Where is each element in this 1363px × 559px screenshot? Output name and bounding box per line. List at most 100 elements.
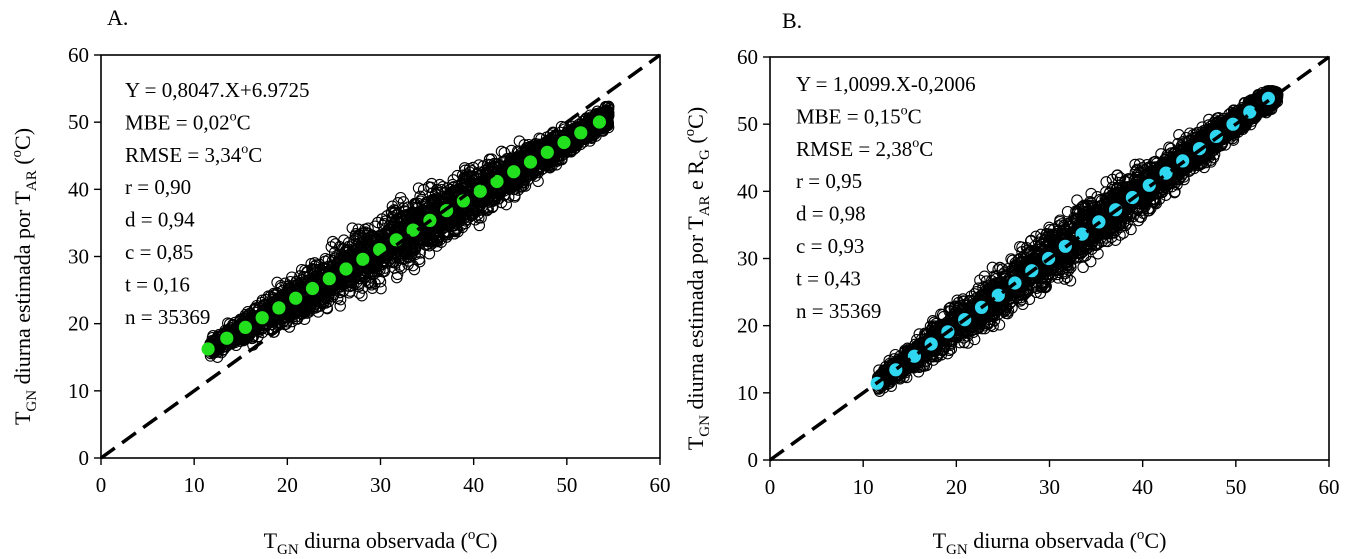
scatter-point	[395, 262, 408, 274]
scatter-point	[353, 287, 365, 299]
regression-point	[220, 331, 234, 345]
stats-line: Y = 0,8047.X+6.9725	[125, 78, 310, 102]
chart-panel-a: A. 0 10 20 30 40 50 60 0 10 20 30 40 50 60 TGN diurna o…	[0, 0, 680, 559]
y-tick-label: 40	[68, 177, 89, 201]
scatter-point	[328, 246, 341, 259]
stats-line: t = 0,16	[125, 272, 190, 296]
scatter-point	[470, 202, 483, 215]
scatter-point	[529, 170, 542, 182]
scatter-point	[312, 306, 324, 318]
stats-line: d = 0,94	[125, 208, 195, 232]
scatter-point	[466, 174, 479, 187]
scatter-point	[414, 190, 426, 203]
scatter-point	[211, 351, 224, 363]
scatter-point	[515, 180, 528, 192]
y-tick-label: 30	[68, 245, 89, 269]
regression-point	[322, 272, 336, 286]
scatter-point	[343, 250, 356, 262]
regression-point	[557, 135, 571, 150]
scatter-point	[310, 259, 322, 271]
scatter-point	[417, 233, 430, 246]
scatter-point	[299, 306, 312, 318]
scatter-point	[425, 232, 438, 245]
scatter-point	[396, 253, 408, 265]
scatter-point	[451, 169, 464, 182]
scatter-point	[385, 206, 398, 219]
scatter-point	[271, 276, 283, 289]
scatter-point	[433, 178, 446, 191]
regression-point	[406, 223, 420, 237]
scatter-point	[294, 270, 306, 282]
regression-point	[592, 115, 607, 129]
scatter-point	[448, 225, 460, 237]
scatter-point	[423, 247, 436, 260]
scatter-point	[381, 225, 394, 237]
scatter-point	[214, 340, 226, 353]
scatter-point	[422, 181, 435, 193]
stats-line: n = 35369	[125, 305, 210, 329]
scatter-point	[298, 313, 311, 325]
scatter-point	[386, 211, 399, 223]
scatter-point	[344, 285, 356, 297]
scatter-point	[391, 268, 404, 281]
regression-point	[540, 145, 554, 159]
scatter-point	[431, 234, 444, 246]
regression-point	[473, 184, 487, 198]
y-tick-label: 10	[68, 379, 89, 403]
scatter-point	[486, 195, 498, 208]
scatter-point	[334, 300, 346, 312]
scatter-point	[472, 208, 484, 221]
regression-point	[255, 311, 269, 325]
scatter-point	[471, 168, 483, 180]
scatter-point	[346, 222, 359, 234]
scatter-point	[580, 117, 593, 129]
x-axis-title-a: TGN diurna observada (oC)	[264, 527, 498, 558]
stats-line: r = 0,90	[125, 175, 191, 199]
chart-panel-b: B. 0 10 20 30 40 50 60 0 10 20 30 40 50 60 TGN diurna o…	[680, 0, 1363, 559]
x-tick-label: 10	[184, 473, 205, 497]
regression-point	[507, 165, 521, 179]
regression-point	[289, 291, 303, 305]
regression-point	[523, 155, 538, 169]
scatter-point	[426, 195, 438, 208]
stats-line: RMSE = 3,34oC	[125, 142, 262, 167]
x-tick-label: 50	[556, 473, 577, 497]
scatter-point	[268, 287, 280, 300]
scatter-point	[369, 277, 381, 290]
scatter-point	[500, 198, 513, 211]
regression-point	[238, 320, 252, 334]
x-tick-label: 20	[277, 473, 298, 497]
x-tick-label: 30	[370, 473, 391, 497]
x-tick-label: 0	[96, 473, 107, 497]
scatter-point	[466, 209, 478, 221]
scatter-point	[334, 293, 347, 306]
scatter-point	[440, 217, 453, 229]
y-tick-label: 0	[79, 446, 90, 470]
scatter-point	[483, 153, 496, 166]
scatter-point	[463, 163, 476, 175]
scatter-point	[420, 198, 433, 211]
stats-line: c = 0,85	[125, 240, 193, 264]
scatter-point	[458, 172, 470, 184]
scatter-point	[252, 325, 265, 338]
regression-point	[356, 252, 370, 266]
y-tick-label: 20	[68, 312, 89, 336]
y-tick-label: 60	[68, 43, 89, 67]
y-tick-label: 50	[68, 110, 89, 134]
scatter-point	[393, 213, 405, 225]
scatter-point	[317, 261, 330, 274]
x-tick-label: 40	[463, 473, 484, 497]
regression-point	[272, 301, 286, 315]
scatter-point	[1064, 275, 1077, 287]
scatter-point	[434, 221, 447, 233]
scatter-point	[394, 191, 407, 204]
regression-point	[201, 342, 215, 356]
scatter-point	[257, 298, 270, 311]
scatter-point	[511, 145, 524, 157]
scatter-point	[336, 248, 348, 260]
regression-series-a	[201, 115, 607, 356]
panel-letter-a: A.	[107, 5, 128, 30]
scatter-point	[308, 257, 321, 269]
scatter-point	[319, 252, 332, 265]
